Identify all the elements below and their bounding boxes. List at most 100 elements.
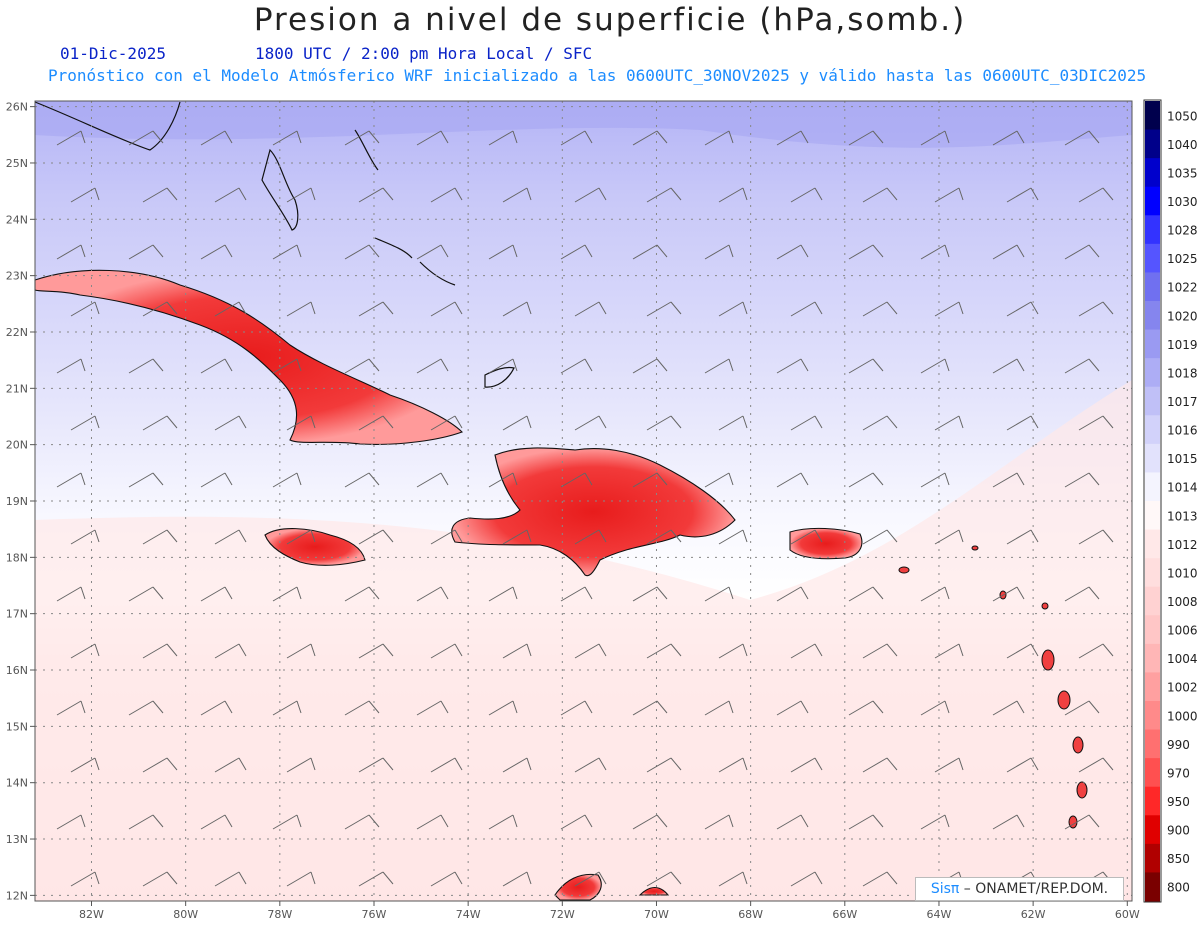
wind-barb [56, 814, 86, 830]
wind-barb [56, 358, 86, 374]
wind-barb [934, 529, 964, 545]
wind-barb [560, 358, 593, 374]
legend-swatch [1145, 643, 1160, 673]
legend-label: 1050 [1167, 109, 1198, 123]
wind-barb [848, 358, 884, 374]
wind-barb [632, 358, 668, 374]
legend-swatch [1145, 558, 1160, 588]
map-title: Presion a nivel de superficie (hPa,somb.… [253, 2, 967, 38]
wind-barb [128, 586, 164, 602]
wind-barb [358, 757, 394, 773]
wind-barb [70, 301, 100, 317]
wind-barb [128, 472, 164, 488]
wind-barb [214, 643, 247, 659]
wind-barbs [56, 130, 1114, 887]
bahamas-coast-2 [374, 237, 413, 259]
lat-label: 25N [6, 157, 28, 170]
legend-label: 970 [1167, 766, 1190, 780]
lat-label: 23N [6, 270, 28, 283]
wind-barb [488, 244, 518, 260]
map-plot-area [34, 100, 1133, 902]
wind-barb [344, 814, 380, 830]
wind-barb [560, 130, 593, 146]
legend-swatch [1145, 329, 1160, 359]
forecast-time: 1800 UTC / 2:00 pm Hora Local / SFC [255, 44, 593, 63]
wind-barb [1078, 415, 1114, 431]
wind-barb [704, 814, 734, 830]
lon-label: 80W [173, 908, 198, 921]
wind-barb [200, 814, 233, 830]
credit-pi: π [950, 881, 960, 897]
wind-barb [272, 586, 302, 602]
lat-label: 21N [6, 382, 28, 395]
lon-label: 70W [644, 908, 669, 921]
lon-label: 68W [738, 908, 763, 921]
wind-barb [286, 643, 316, 659]
legend-swatch [1145, 301, 1160, 331]
model-info: Pronóstico con el Modelo Atmósferico WRF… [48, 66, 1147, 85]
land-jamaica [264, 528, 366, 566]
wind-barb [1064, 814, 1100, 830]
wind-barb [358, 529, 394, 545]
legend-label: 1022 [1167, 281, 1198, 295]
wind-barb [718, 415, 748, 431]
wind-barb [286, 757, 316, 773]
legend-swatch [1145, 672, 1160, 702]
wind-barb [1078, 643, 1114, 659]
wind-barb [1064, 700, 1100, 716]
wind-barb [272, 472, 302, 488]
wind-barb [430, 187, 463, 203]
wind-barb [1006, 301, 1039, 317]
wind-barb [344, 472, 380, 488]
wind-barb [430, 301, 463, 317]
florida-coast [34, 101, 181, 151]
credit-text: – ONAMET/REP.DOM. [959, 881, 1109, 897]
legend-label: 1000 [1167, 709, 1198, 723]
wind-barb [272, 700, 302, 716]
wind-barb [718, 643, 748, 659]
wind-barb [920, 472, 950, 488]
legend-label: 950 [1167, 795, 1190, 809]
wind-barb [430, 871, 463, 887]
lat-label: 20N [6, 439, 28, 452]
wind-barb [934, 643, 964, 659]
legend-label: 1017 [1167, 395, 1198, 409]
wind-barb [934, 187, 964, 203]
wind-barb [646, 871, 682, 887]
wind-barb [632, 700, 668, 716]
wind-barb [488, 586, 518, 602]
wind-barb [358, 871, 394, 887]
island-0 [1041, 649, 1055, 671]
wind-barb [574, 757, 607, 773]
legend-swatch [1145, 615, 1160, 645]
wind-barb [646, 643, 682, 659]
legend-label: 1004 [1167, 652, 1198, 666]
wind-barb [992, 358, 1025, 374]
wind-barb [1078, 757, 1114, 773]
lat-lon-grid [35, 101, 1132, 901]
wind-barb [344, 130, 380, 146]
wind-barb [718, 187, 748, 203]
legend-label: 850 [1167, 852, 1190, 866]
wind-barb [704, 244, 734, 260]
wind-barb [286, 871, 316, 887]
wind-barb [70, 187, 100, 203]
legend-label: 1028 [1167, 224, 1198, 238]
wind-barb [502, 187, 532, 203]
wind-barb [1064, 586, 1100, 602]
wind-barb [430, 529, 463, 545]
wind-barb [704, 700, 734, 716]
wind-barb [574, 301, 607, 317]
legend-label: 1013 [1167, 509, 1198, 523]
island-2 [1072, 736, 1084, 754]
wind-barb [704, 358, 734, 374]
legend-swatch [1145, 501, 1160, 531]
wind-barb [1006, 529, 1039, 545]
wind-barb [632, 130, 668, 146]
wind-barb [862, 643, 898, 659]
legend-label: 1014 [1167, 481, 1198, 495]
wind-barb [790, 643, 823, 659]
wind-barb [1064, 244, 1100, 260]
wind-barb [920, 130, 950, 146]
wind-barb [718, 871, 748, 887]
